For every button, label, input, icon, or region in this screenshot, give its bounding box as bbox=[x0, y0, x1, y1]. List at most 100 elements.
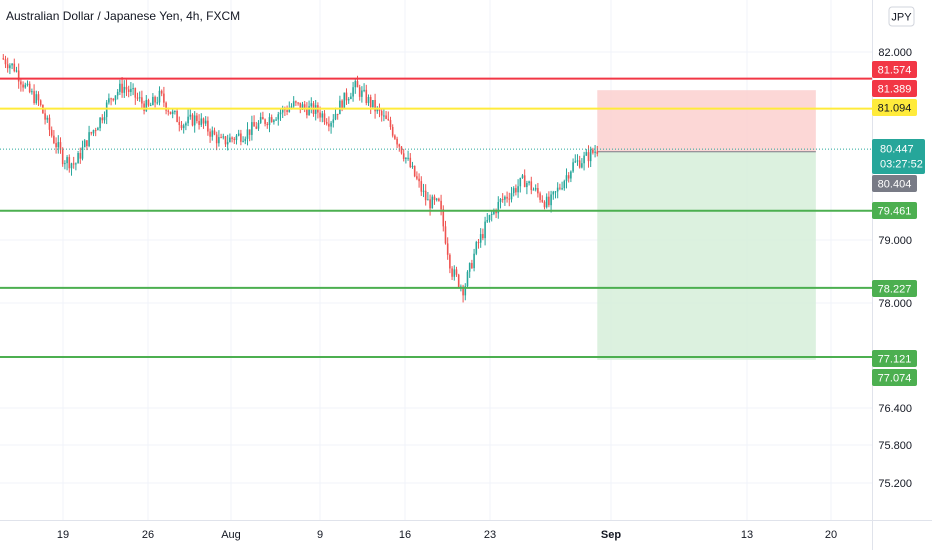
candle-up bbox=[466, 271, 469, 287]
candle-down bbox=[262, 117, 264, 120]
candle-up bbox=[116, 91, 119, 96]
candle-up bbox=[189, 114, 192, 117]
candle-up bbox=[405, 157, 407, 159]
candle-down bbox=[266, 123, 269, 126]
candle-down bbox=[429, 199, 431, 209]
candle-down bbox=[125, 86, 128, 90]
candle-down bbox=[396, 138, 398, 145]
candle-down bbox=[191, 114, 194, 126]
candle-up bbox=[114, 95, 117, 101]
candle-down bbox=[548, 196, 550, 206]
candle-down bbox=[449, 254, 451, 269]
candle-up bbox=[532, 189, 535, 191]
candle-up bbox=[88, 132, 90, 147]
candle-down bbox=[20, 81, 22, 85]
candle-down bbox=[213, 130, 216, 135]
candle-up bbox=[268, 117, 271, 126]
price-tag-label: 81.094 bbox=[878, 103, 912, 115]
candle-down bbox=[345, 92, 348, 101]
price-tag-green-level: 78.227 bbox=[872, 280, 917, 297]
candle-up bbox=[123, 86, 126, 93]
candle-up bbox=[57, 142, 60, 148]
currency-button-label: JPY bbox=[891, 12, 912, 24]
y-axis[interactable]: 82.000 79.000 78.000 76.400 75.800 75.20… bbox=[878, 47, 912, 490]
candle-down bbox=[537, 188, 539, 194]
candle-up bbox=[279, 112, 282, 115]
candle-up bbox=[108, 98, 110, 103]
candle-down bbox=[482, 234, 484, 239]
candle-up bbox=[504, 196, 506, 200]
candle-down bbox=[541, 199, 544, 202]
candle-up bbox=[570, 171, 572, 179]
candle-down bbox=[248, 129, 251, 135]
candle-up bbox=[259, 117, 262, 123]
candle-up bbox=[103, 117, 106, 121]
candle-down bbox=[380, 111, 383, 116]
candle-up bbox=[510, 193, 513, 200]
candle-up bbox=[556, 187, 559, 192]
candle-down bbox=[17, 70, 20, 82]
candle-down bbox=[163, 93, 165, 103]
candle-down bbox=[33, 91, 35, 104]
candle-down bbox=[323, 113, 326, 122]
candle-down bbox=[264, 119, 266, 124]
candle-down bbox=[160, 90, 163, 94]
horizontal-levels[interactable] bbox=[0, 77, 872, 358]
candle-down bbox=[398, 144, 401, 147]
candle-up bbox=[24, 84, 27, 88]
x-tick-label: 16 bbox=[399, 529, 411, 541]
x-tick-label: 19 bbox=[57, 529, 69, 541]
x-axis[interactable]: 19 26 Aug 9 16 23 Sep 13 20 bbox=[57, 529, 837, 541]
candle-down bbox=[303, 104, 306, 108]
candle-down bbox=[165, 102, 167, 111]
candle-down bbox=[299, 102, 302, 110]
candle-down bbox=[319, 112, 321, 118]
candle-up bbox=[156, 102, 159, 104]
x-tick-label: 20 bbox=[825, 529, 837, 541]
candle-down bbox=[416, 176, 418, 179]
candles bbox=[2, 54, 599, 303]
candle-up bbox=[31, 91, 33, 93]
candle-up bbox=[158, 90, 161, 103]
candle-up bbox=[204, 120, 207, 124]
candle-up bbox=[211, 130, 214, 137]
candle-down bbox=[306, 107, 308, 116]
candle-up bbox=[468, 263, 471, 272]
candle-down bbox=[477, 242, 480, 244]
candle-up bbox=[493, 210, 495, 214]
candle-down bbox=[515, 188, 517, 193]
candle-up bbox=[497, 201, 500, 214]
price-tag-label: 79.461 bbox=[878, 206, 912, 218]
candle-down bbox=[215, 134, 218, 144]
countdown-label: 03:27:52 bbox=[880, 159, 923, 171]
price-tag-label: 80.404 bbox=[878, 179, 912, 191]
candle-down bbox=[180, 125, 183, 129]
candle-down bbox=[356, 81, 359, 88]
candle-down bbox=[402, 153, 405, 159]
candle-up bbox=[339, 100, 341, 115]
currency-button[interactable]: JPY bbox=[888, 6, 915, 27]
candle-up bbox=[581, 163, 583, 168]
candle-down bbox=[539, 193, 541, 200]
candle-down bbox=[341, 100, 343, 109]
candle-up bbox=[521, 175, 524, 178]
candle-down bbox=[136, 97, 139, 99]
candle-down bbox=[6, 64, 9, 69]
position-tool[interactable] bbox=[597, 90, 816, 360]
candle-up bbox=[152, 96, 154, 106]
candle-down bbox=[523, 175, 526, 188]
candle-up bbox=[519, 177, 522, 187]
candle-up bbox=[354, 81, 357, 88]
candle-down bbox=[495, 210, 497, 214]
y-tick-label: 76.400 bbox=[878, 403, 912, 415]
price-tag-green-level: 79.461 bbox=[872, 202, 917, 219]
candle-up bbox=[70, 163, 73, 169]
candle-down bbox=[79, 152, 82, 159]
candle-down bbox=[587, 152, 590, 162]
candle-up bbox=[565, 175, 568, 182]
candle-down bbox=[451, 268, 453, 277]
candle-up bbox=[352, 87, 354, 97]
candle-down bbox=[4, 59, 7, 65]
candle-up bbox=[435, 198, 438, 200]
